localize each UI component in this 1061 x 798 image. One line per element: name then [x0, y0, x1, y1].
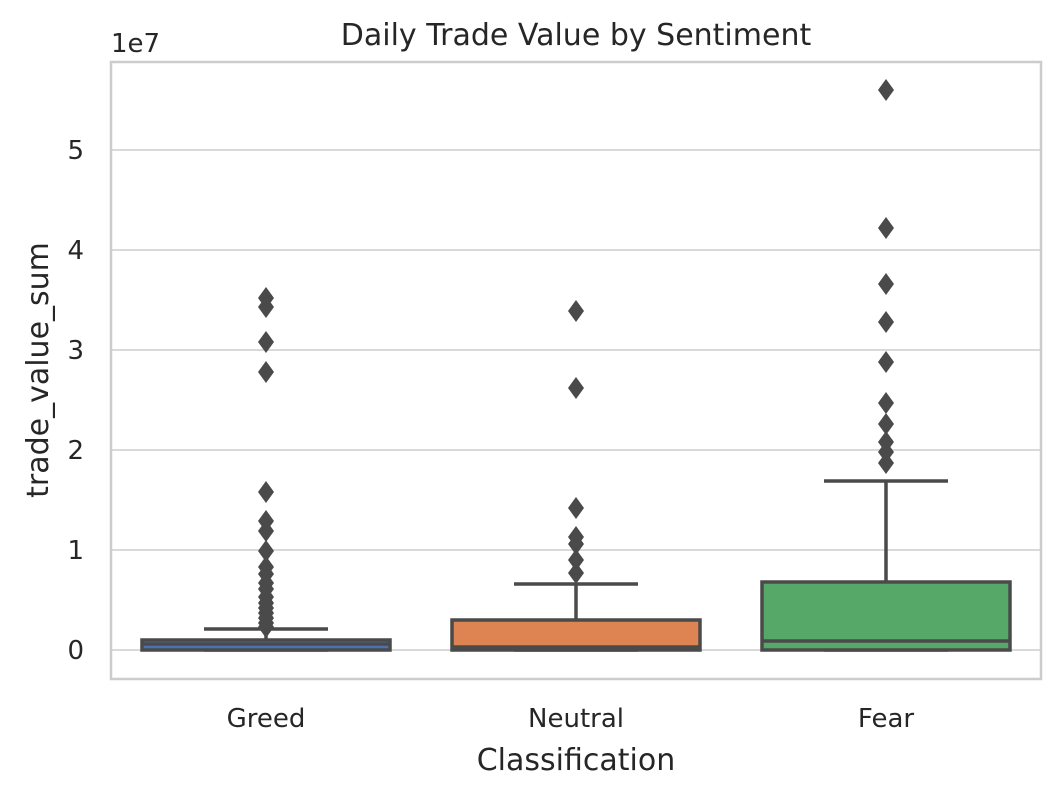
box-group-neutral — [450, 300, 702, 652]
outlier-point — [878, 273, 894, 295]
y-tick-label: 2 — [67, 436, 84, 466]
y-tick-label: 1 — [67, 536, 84, 566]
box-group-greed — [140, 287, 392, 652]
outlier-point — [878, 452, 894, 474]
outlier-point — [258, 296, 274, 318]
outlier-point — [878, 351, 894, 373]
outlier-point — [878, 413, 894, 435]
outlier-point — [258, 616, 274, 638]
outlier-point — [568, 497, 584, 519]
outlier-point — [568, 300, 584, 322]
box-layer — [140, 79, 1012, 652]
x-tick-label: Fear — [858, 704, 914, 734]
outlier-point — [258, 481, 274, 503]
x-axis-label: Classification — [477, 743, 676, 778]
outlier-point — [568, 377, 584, 399]
iqr-box — [450, 618, 702, 652]
y-tick-label: 0 — [67, 636, 84, 666]
outlier-point — [258, 520, 274, 542]
outlier-point — [878, 392, 894, 414]
plot-frame — [109, 60, 1043, 681]
outlier-point — [878, 311, 894, 333]
y-axis-label: trade_value_sum — [21, 242, 56, 498]
tick-layer: 0 1 2 3 4 5 Greed Neutral Fear — [67, 136, 914, 734]
outlier-point — [258, 331, 274, 353]
outlier-point — [878, 79, 894, 101]
y-tick-label: 4 — [67, 236, 84, 266]
outlier-point — [258, 540, 274, 562]
outlier-point — [568, 549, 584, 571]
outlier-point — [568, 533, 584, 555]
outlier-point — [568, 562, 584, 584]
outlier-point — [878, 217, 894, 239]
x-tick-label: Greed — [227, 704, 306, 734]
box-group-fear — [760, 79, 1012, 652]
outlier-point — [258, 361, 274, 383]
y-tick-label: 5 — [67, 136, 84, 166]
iqr-box — [760, 580, 1012, 652]
chart-title: Daily Trade Value by Sentiment — [341, 18, 812, 53]
x-tick-label: Neutral — [528, 704, 624, 734]
y-axis-exponent: 1e7 — [111, 29, 160, 59]
y-tick-label: 3 — [67, 336, 84, 366]
